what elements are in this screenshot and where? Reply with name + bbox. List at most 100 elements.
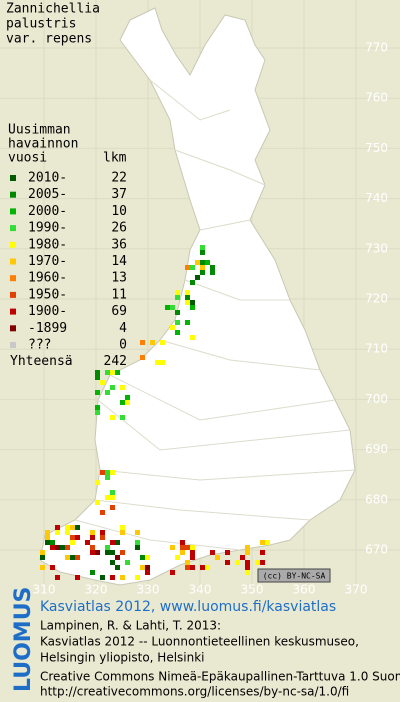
- observation-square: [180, 545, 185, 550]
- observation-square: [190, 565, 195, 570]
- legend-count: 10: [111, 204, 127, 219]
- observation-square: [115, 540, 120, 545]
- observation-square: [55, 525, 60, 530]
- observation-square: [175, 555, 180, 560]
- observation-square: [90, 535, 95, 540]
- legend-label: 1900-: [28, 304, 67, 319]
- legend-swatch: [10, 225, 16, 232]
- observation-square: [155, 360, 160, 365]
- x-grid-label: 370: [345, 583, 368, 597]
- license-badge: (cc) BY-NC-SA: [263, 572, 326, 581]
- legend-count-header: lkm: [103, 151, 127, 166]
- observation-square: [150, 340, 155, 345]
- total-label: Yhteensä: [10, 354, 73, 369]
- x-grid-label: 310: [33, 583, 56, 597]
- observation-square: [110, 470, 115, 475]
- observation-square: [40, 565, 45, 570]
- observation-square: [105, 470, 110, 475]
- observation-square: [105, 390, 110, 395]
- observation-square: [190, 555, 195, 560]
- x-grid-label: 340: [189, 583, 212, 597]
- observation-square: [190, 265, 195, 270]
- observation-square: [110, 490, 115, 495]
- legend-label: 2010-: [28, 171, 67, 186]
- legend-swatch: [10, 291, 16, 298]
- observation-square: [200, 245, 205, 250]
- observation-square: [120, 575, 125, 580]
- legend-header: Uusimman: [8, 123, 71, 138]
- observation-square: [235, 560, 240, 565]
- observation-square: [50, 565, 55, 570]
- legend-swatch: [10, 258, 16, 265]
- observation-square: [115, 565, 120, 570]
- observation-square: [90, 530, 95, 535]
- observation-square: [210, 265, 215, 270]
- observation-square: [135, 575, 140, 580]
- legend-swatch: [10, 275, 16, 282]
- observation-square: [105, 370, 110, 375]
- footer-link[interactable]: Kasviatlas 2012, www.luomus.fi/kasviatla…: [40, 599, 336, 615]
- observation-square: [100, 535, 105, 540]
- observation-square: [100, 380, 105, 385]
- y-grid-label: 710: [365, 342, 388, 356]
- observation-square: [170, 570, 175, 575]
- legend-swatch: [10, 342, 16, 348]
- observation-square: [185, 300, 190, 305]
- observation-square: [120, 530, 125, 535]
- total-count: 242: [104, 354, 127, 369]
- observation-square: [170, 305, 175, 310]
- species-title: var. repens: [6, 32, 92, 47]
- legend-count: 22: [111, 171, 127, 186]
- observation-square: [185, 320, 190, 325]
- observation-square: [180, 540, 185, 545]
- y-grid-label: 700: [365, 392, 388, 406]
- observation-square: [190, 550, 195, 555]
- observation-square: [100, 575, 105, 580]
- observation-square: [190, 335, 195, 340]
- observation-square: [110, 550, 115, 555]
- observation-square: [135, 545, 140, 550]
- observation-square: [70, 540, 75, 545]
- observation-square: [95, 390, 100, 395]
- license-badge-box: [257, 568, 331, 583]
- observation-square: [95, 550, 100, 555]
- observation-square: [200, 270, 205, 275]
- observation-square: [145, 565, 150, 570]
- observation-square: [110, 540, 115, 545]
- legend-label: 1960-: [28, 271, 67, 286]
- observation-square: [140, 555, 145, 560]
- legend-label: 1950-: [28, 287, 67, 302]
- legend-count: 26: [111, 221, 127, 236]
- observation-square: [200, 265, 205, 270]
- observation-square: [95, 370, 100, 375]
- observation-square: [55, 530, 60, 535]
- observation-square: [185, 290, 190, 295]
- observation-square: [75, 535, 80, 540]
- legend-label: 2000-: [28, 204, 67, 219]
- observation-square: [40, 550, 45, 555]
- x-grid-label: 360: [293, 583, 316, 597]
- observation-square: [195, 275, 200, 280]
- observation-square: [260, 540, 265, 545]
- region-borders: [74, 79, 356, 551]
- observation-square: [245, 550, 250, 555]
- observation-square: [125, 400, 130, 405]
- observation-square: [70, 535, 75, 540]
- observation-square: [195, 260, 200, 265]
- citation: Lampinen, R. & Lahti, T. 2013:: [40, 619, 221, 633]
- observation-square: [115, 370, 120, 375]
- legend-swatch: [10, 208, 16, 215]
- y-grid-label: 690: [365, 442, 388, 456]
- species-title: Zannichellia: [6, 2, 100, 17]
- observation-square: [105, 475, 110, 480]
- observation-square: [210, 550, 215, 555]
- observation-square: [90, 550, 95, 555]
- y-grid-label: 750: [365, 141, 388, 155]
- observation-square: [135, 530, 140, 535]
- observation-square: [200, 250, 205, 255]
- observation-square: [175, 290, 180, 295]
- observation-square: [185, 295, 190, 300]
- observation-square: [95, 405, 100, 410]
- legend-header: vuosi: [8, 151, 47, 166]
